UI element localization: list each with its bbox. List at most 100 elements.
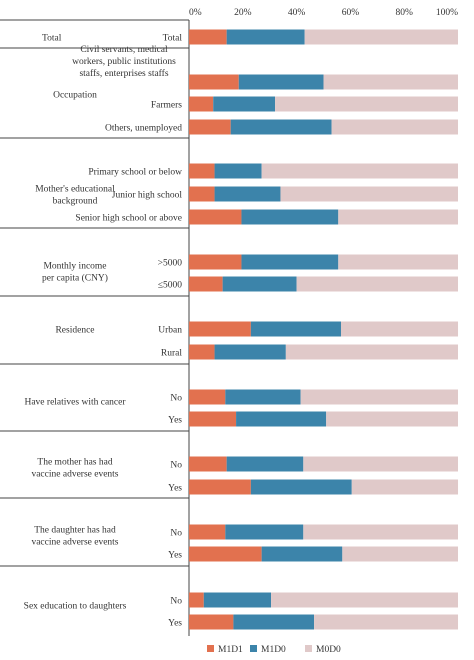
row-label: Primary school or below: [88, 168, 182, 178]
row-label: Yes: [168, 551, 182, 561]
row-label: No: [170, 461, 182, 471]
bar-segment-m1d1: [189, 479, 251, 495]
bar-segment-m1d0: [225, 389, 301, 405]
bar-segment-m0d0: [342, 546, 458, 562]
row-label: Junior high school: [112, 191, 183, 201]
bar-segment-m1d1: [189, 186, 215, 202]
bar-segment-m1d0: [214, 163, 262, 179]
group-label: vaccine adverse events: [31, 538, 118, 548]
row-label: Farmers: [151, 101, 182, 111]
bar-segment-m1d0: [230, 119, 332, 135]
group-label: Occupation: [53, 91, 97, 101]
bar-segment-m0d0: [304, 29, 458, 45]
row-label: Yes: [168, 619, 182, 629]
group-label: vaccine adverse events: [31, 470, 118, 480]
legend-label: M0D0: [316, 645, 341, 655]
row-label: staffs, enterprises staffs: [79, 68, 168, 79]
bar-segment-m0d0: [338, 209, 458, 225]
x-tick-label: 40%: [288, 8, 306, 18]
bar-segment-m1d1: [189, 29, 227, 45]
bar-segment-m1d1: [189, 456, 227, 472]
row-label: Urban: [158, 326, 182, 336]
bar-segment-m1d1: [189, 546, 262, 562]
bar-segment-m0d0: [303, 524, 458, 540]
bar-segment-m1d0: [226, 456, 304, 472]
group-label: Sex education to daughters: [24, 602, 127, 612]
bar-segment-m0d0: [326, 411, 458, 427]
bar-segment-m1d0: [241, 209, 339, 225]
row-label: ≤5000: [158, 281, 182, 291]
x-tick-label: 60%: [342, 8, 360, 18]
bar-segment-m1d1: [189, 411, 237, 427]
row-label: Yes: [168, 484, 182, 494]
bars: [189, 29, 459, 630]
group-label: The mother has had: [37, 458, 112, 468]
bar-segment-m0d0: [303, 456, 458, 472]
bar-segment-m1d1: [189, 389, 226, 405]
bar-segment-m0d0: [338, 254, 458, 270]
bar-segment-m1d1: [189, 321, 251, 337]
bar-segment-m1d0: [261, 546, 343, 562]
bar-segment-m1d1: [189, 163, 215, 179]
group-label: per capita (CNY): [42, 273, 108, 284]
bar-segment-m1d0: [236, 411, 327, 427]
bar-segment-m0d0: [323, 74, 458, 90]
bar-segment-m1d1: [189, 276, 223, 292]
bar-segment-m0d0: [271, 592, 458, 608]
row-label: Total: [163, 34, 183, 44]
bar-segment-m1d1: [189, 119, 231, 135]
bar-segment-m1d0: [214, 344, 286, 360]
legend-swatch: [207, 645, 214, 652]
group-label: Have relatives with cancer: [24, 398, 126, 408]
bar-segment-m0d0: [296, 276, 458, 292]
row-label: No: [170, 529, 182, 539]
legend-label: M1D0: [261, 645, 286, 655]
legend-label: M1D1: [218, 645, 243, 655]
bar-segment-m0d0: [300, 389, 458, 405]
bar-segment-m1d0: [226, 29, 305, 45]
group-label: Monthly income: [43, 262, 106, 272]
row-label: Rural: [161, 349, 182, 359]
bar-segment-m0d0: [331, 119, 458, 135]
bar-segment-m1d1: [189, 254, 242, 270]
bar-segment-m1d0: [250, 479, 352, 495]
bar-segment-m1d1: [189, 592, 204, 608]
row-label: Yes: [168, 416, 182, 426]
bar-segment-m1d1: [189, 96, 214, 112]
row-label: workers, public institutions: [72, 57, 176, 67]
bar-segment-m0d0: [261, 163, 458, 179]
group-label: The daughter has had: [34, 526, 116, 536]
legend-swatch: [305, 645, 312, 652]
bar-segment-m0d0: [351, 479, 459, 495]
row-label: >5000: [158, 259, 183, 269]
bar-segment-m1d1: [189, 209, 242, 225]
row-label: Civil servants, medical: [80, 45, 168, 55]
legend: M1D1 M1D0 M0D0: [207, 645, 341, 655]
bar-segment-m1d0: [213, 96, 276, 112]
bar-segment-m0d0: [285, 344, 458, 360]
bar-segment-m0d0: [340, 321, 459, 337]
x-tick-label: 0%: [189, 8, 202, 18]
row-label: Senior high school or above: [75, 214, 182, 224]
bar-segment-m1d0: [225, 524, 304, 540]
row-label: Others, unemployed: [105, 124, 182, 134]
x-tick-label: 100%: [436, 8, 458, 18]
bar-segment-m1d0: [233, 614, 315, 630]
legend-swatch: [250, 645, 257, 652]
group-label: Residence: [55, 326, 94, 336]
group-label: background: [53, 197, 98, 207]
bar-segment-m0d0: [314, 614, 459, 630]
bar-segment-m0d0: [275, 96, 458, 112]
bar-segment-m1d0: [214, 186, 281, 202]
group-label: Total: [42, 34, 62, 44]
row-label: No: [170, 597, 182, 607]
category-labels: Total Total Occupation Civil servants, medi…: [24, 34, 183, 629]
bar-segment-m1d0: [238, 74, 324, 90]
bar-segment-m1d1: [189, 74, 239, 90]
bar-segment-m1d0: [203, 592, 272, 608]
bar-segment-m1d1: [189, 614, 234, 630]
x-tick-label: 80%: [395, 8, 413, 18]
bar-segment-m1d0: [250, 321, 341, 337]
bar-segment-m1d0: [222, 276, 297, 292]
